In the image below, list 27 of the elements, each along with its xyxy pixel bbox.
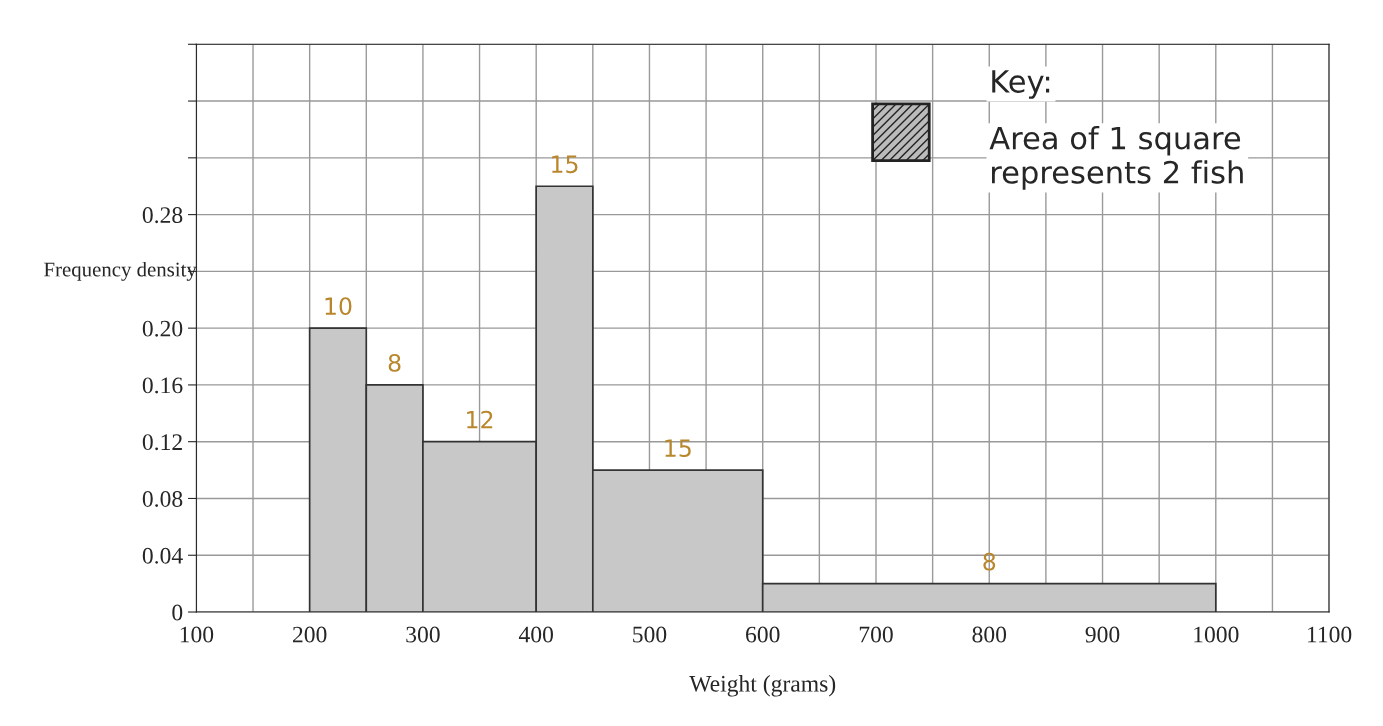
x-tick-label: 600 [746,626,780,643]
x-tick-label: 1100 [1307,626,1352,643]
x-tick-label: 200 [292,626,327,643]
annotation: 15 [552,155,578,174]
y-tick-label: 0.08 [142,490,183,507]
y-tick-label: 0.28 [142,207,183,224]
x-tick-label: 100 [180,626,214,643]
x-tick-label: 900 [1085,626,1120,643]
x-tick-label: 500 [633,626,667,643]
annotation: Key: [992,70,1050,99]
x-tick-label: 800 [972,626,1007,643]
x-axis-title: Weight (grams) [689,675,836,697]
x-tick-label: 1000 [1194,626,1239,643]
y-tick-label: 0.20 [142,320,183,337]
y-tick-label: 0.12 [142,434,182,451]
y-tick-label: 0 [172,604,183,621]
annotation: 10 [325,297,352,316]
annotation: Area of 1 square represents 2 fish [989,125,1243,190]
x-tick-label: 700 [859,626,893,643]
annotation: 12 [467,410,493,429]
x-tick-label: 300 [406,626,440,643]
annotation: 8 [388,353,401,372]
y-tick-label: 0.04 [142,547,183,564]
y-tick-label: 0.16 [142,377,183,394]
annotation: 15 [665,439,691,457]
annotation: 8 [983,552,996,571]
x-tick-label: 400 [518,626,553,643]
